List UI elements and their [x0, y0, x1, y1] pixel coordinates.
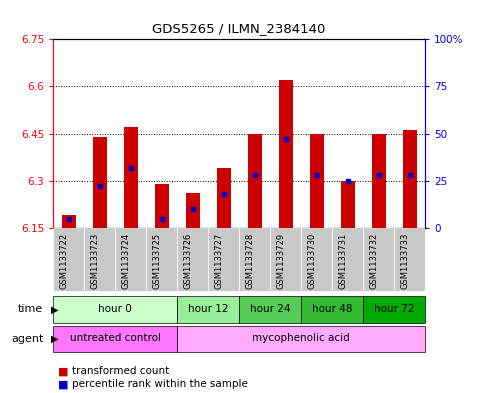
Text: untreated control: untreated control: [70, 333, 161, 343]
Text: GSM1133723: GSM1133723: [91, 233, 99, 289]
FancyBboxPatch shape: [84, 228, 115, 291]
FancyBboxPatch shape: [53, 296, 177, 323]
FancyBboxPatch shape: [177, 326, 425, 352]
Bar: [402, 130, 416, 228]
Bar: [341, 181, 355, 228]
FancyBboxPatch shape: [208, 228, 239, 291]
Bar: [248, 134, 262, 228]
Text: hour 0: hour 0: [98, 304, 132, 314]
FancyBboxPatch shape: [239, 296, 301, 323]
Text: ■: ■: [58, 366, 69, 376]
FancyBboxPatch shape: [177, 228, 208, 291]
Text: transformed count: transformed count: [72, 366, 170, 376]
Text: GSM1133729: GSM1133729: [277, 233, 285, 289]
Text: GSM1133725: GSM1133725: [153, 233, 162, 289]
FancyBboxPatch shape: [146, 228, 177, 291]
Text: ▶: ▶: [51, 334, 58, 344]
Text: time: time: [18, 305, 43, 314]
Bar: [93, 137, 107, 228]
Text: GSM1133724: GSM1133724: [122, 233, 130, 289]
Text: GSM1133732: GSM1133732: [369, 233, 379, 289]
FancyBboxPatch shape: [115, 228, 146, 291]
Text: GSM1133726: GSM1133726: [184, 233, 193, 289]
Text: hour 24: hour 24: [250, 304, 290, 314]
FancyBboxPatch shape: [363, 228, 394, 291]
Text: GSM1133733: GSM1133733: [400, 233, 410, 289]
Text: GSM1133728: GSM1133728: [245, 233, 255, 289]
Text: GSM1133730: GSM1133730: [308, 233, 316, 289]
FancyBboxPatch shape: [53, 228, 84, 291]
FancyBboxPatch shape: [239, 228, 270, 291]
Text: hour 12: hour 12: [188, 304, 228, 314]
FancyBboxPatch shape: [301, 228, 332, 291]
Bar: [216, 168, 230, 228]
Bar: [124, 127, 138, 228]
Bar: [185, 193, 199, 228]
Text: GSM1133727: GSM1133727: [214, 233, 224, 289]
Text: percentile rank within the sample: percentile rank within the sample: [72, 379, 248, 389]
Text: hour 48: hour 48: [312, 304, 352, 314]
FancyBboxPatch shape: [332, 228, 363, 291]
FancyBboxPatch shape: [53, 326, 177, 352]
Title: GDS5265 / ILMN_2384140: GDS5265 / ILMN_2384140: [153, 22, 326, 35]
Text: ■: ■: [58, 379, 69, 389]
Bar: [155, 184, 169, 228]
Text: ▶: ▶: [51, 305, 58, 314]
Text: GSM1133722: GSM1133722: [59, 233, 69, 289]
Bar: [279, 80, 293, 228]
FancyBboxPatch shape: [177, 296, 239, 323]
Text: agent: agent: [11, 334, 43, 344]
FancyBboxPatch shape: [301, 296, 363, 323]
FancyBboxPatch shape: [363, 296, 425, 323]
Text: GSM1133731: GSM1133731: [339, 233, 348, 289]
Bar: [310, 134, 324, 228]
Bar: [371, 134, 385, 228]
Text: hour 72: hour 72: [374, 304, 414, 314]
FancyBboxPatch shape: [394, 228, 425, 291]
Text: mycophenolic acid: mycophenolic acid: [252, 333, 350, 343]
FancyBboxPatch shape: [270, 228, 301, 291]
Bar: [62, 215, 76, 228]
